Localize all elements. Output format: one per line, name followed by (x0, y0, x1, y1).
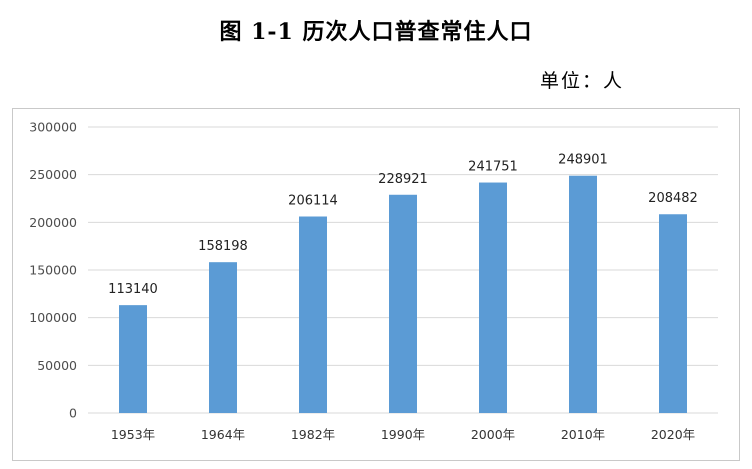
y-tick-label: 0 (69, 406, 77, 421)
data-labels: 113140 158198 206114 228921 241751 248901 2084… (108, 153, 698, 297)
data-label: 241751 (468, 160, 518, 175)
x-tick-label: 2000年 (471, 427, 515, 442)
bar (299, 216, 327, 413)
data-label: 206114 (288, 194, 338, 209)
data-label: 228921 (378, 172, 428, 187)
y-tick-label: 300000 (29, 120, 77, 135)
data-label: 158198 (198, 239, 248, 254)
bar (479, 182, 507, 413)
x-tick-label: 1964年 (201, 427, 245, 442)
data-label: 113140 (108, 282, 158, 297)
bar (209, 262, 237, 413)
data-label: 248901 (558, 153, 608, 168)
bars (119, 175, 687, 413)
y-axis-ticks: 0 50000 100000 150000 200000 250000 300000 (29, 120, 77, 421)
x-axis-labels: 1953年 1964年 1982年 1990年 2000年 2010年 2020年 (111, 427, 695, 442)
bar (119, 305, 147, 413)
x-tick-label: 2010年 (561, 427, 605, 442)
unit-label: 单位：人 (540, 70, 625, 92)
x-tick-label: 1953年 (111, 427, 155, 442)
y-tick-label: 100000 (29, 310, 77, 325)
x-tick-label: 1990年 (381, 427, 425, 442)
y-tick-label: 150000 (29, 263, 77, 278)
chart-title: 图 1-1 历次人口普查常住人口 (219, 19, 533, 45)
y-tick-label: 250000 (29, 167, 77, 182)
bar (389, 194, 417, 413)
bar (569, 175, 597, 413)
bar (659, 214, 687, 413)
x-tick-label: 1982年 (291, 427, 335, 442)
y-tick-label: 50000 (37, 358, 77, 373)
data-label: 208482 (648, 191, 698, 206)
chart-frame (12, 108, 740, 461)
x-tick-label: 2020年 (651, 427, 695, 442)
y-tick-label: 200000 (29, 215, 77, 230)
